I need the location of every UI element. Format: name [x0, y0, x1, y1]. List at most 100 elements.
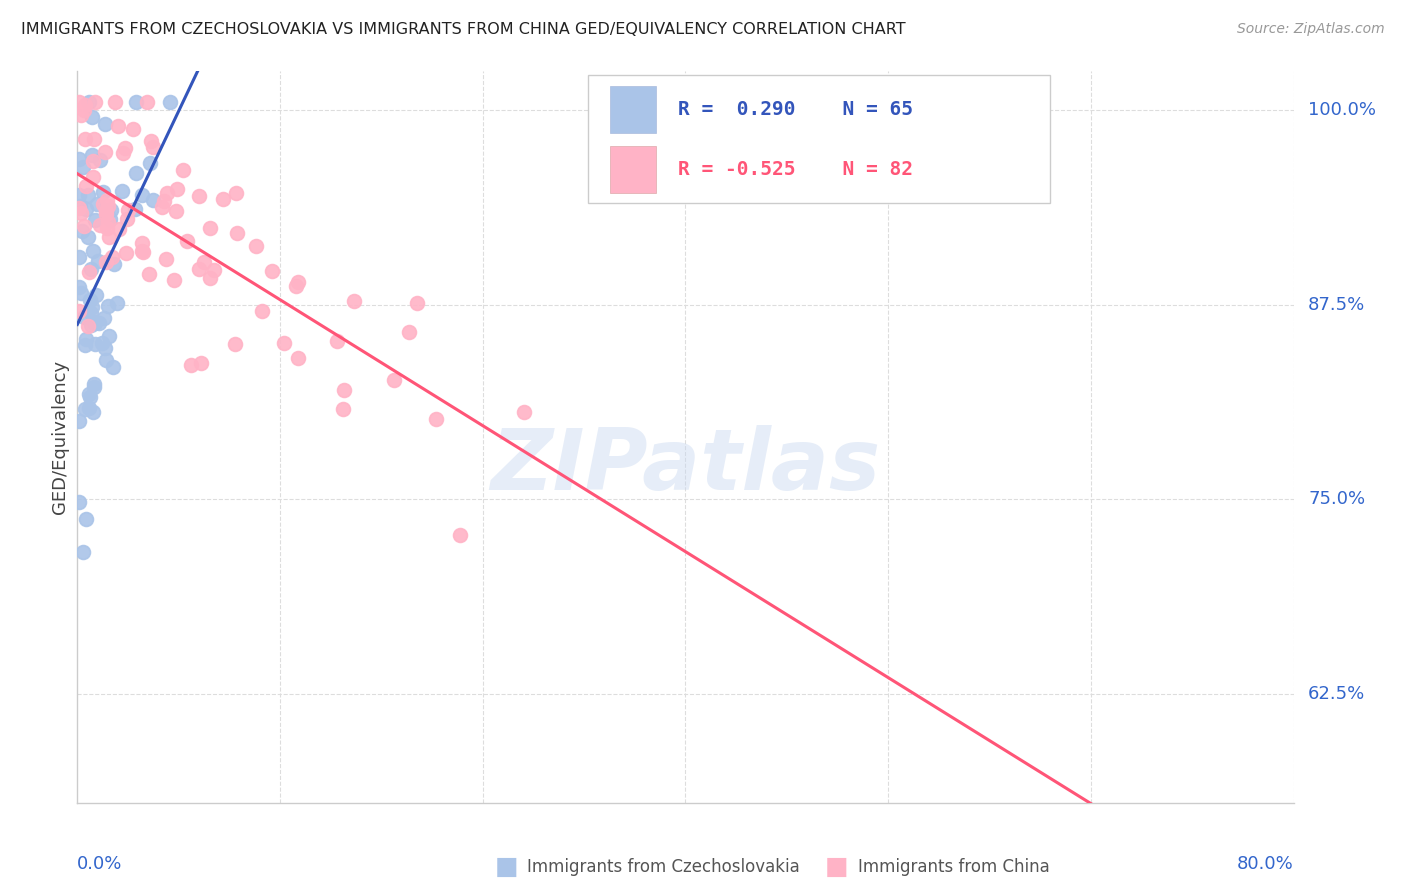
Point: [425, 411, 447, 425]
Point: [139, 134, 162, 148]
Point: [153, 194, 176, 208]
Point: [79, 265, 101, 279]
Point: [111, 146, 134, 161]
Point: [224, 337, 246, 351]
Point: [131, 245, 153, 260]
Point: [89, 317, 111, 331]
Point: [93, 196, 115, 211]
Point: [103, 257, 125, 271]
Point: [77, 230, 100, 244]
Point: [84, 316, 107, 330]
Point: [84, 287, 107, 301]
Point: [93, 186, 115, 200]
Text: Immigrants from China: Immigrants from China: [858, 858, 1049, 876]
Point: [75, 332, 97, 346]
Point: [77, 95, 100, 110]
Point: [131, 235, 153, 250]
Point: [287, 275, 309, 289]
Point: [398, 325, 420, 339]
Point: [96, 204, 118, 219]
Point: [156, 186, 179, 201]
Point: [187, 261, 209, 276]
Y-axis label: GED/Equivalency: GED/Equivalency: [51, 360, 69, 514]
Point: [67, 202, 90, 216]
Point: [80, 110, 103, 124]
Point: [82, 170, 104, 185]
Point: [69, 206, 91, 220]
Point: [245, 238, 267, 252]
Point: [166, 181, 188, 195]
Point: [77, 387, 100, 401]
Point: [82, 244, 104, 258]
Point: [97, 199, 120, 213]
Point: [187, 188, 209, 202]
Point: [94, 117, 117, 131]
Point: [82, 404, 104, 418]
Point: [93, 145, 115, 160]
Point: [93, 310, 115, 325]
FancyBboxPatch shape: [610, 146, 657, 193]
Point: [105, 296, 128, 310]
Point: [79, 390, 101, 404]
Point: [82, 154, 104, 169]
Point: [75, 179, 97, 194]
Point: [252, 304, 274, 318]
Text: ■: ■: [495, 855, 517, 879]
Point: [94, 341, 117, 355]
Point: [67, 280, 90, 294]
Point: [172, 163, 194, 178]
Point: [72, 545, 94, 559]
Point: [198, 221, 221, 235]
Point: [75, 202, 97, 216]
Point: [142, 193, 165, 207]
Point: [449, 527, 471, 541]
Point: [73, 219, 96, 233]
FancyBboxPatch shape: [588, 75, 1050, 203]
Point: [79, 293, 101, 307]
Point: [97, 299, 120, 313]
Point: [84, 337, 107, 351]
Point: [67, 250, 90, 264]
Point: [193, 254, 215, 268]
Point: [155, 252, 177, 267]
Point: [333, 383, 356, 397]
Point: [382, 373, 405, 387]
Point: [83, 380, 105, 394]
Text: Immigrants from Czechoslovakia: Immigrants from Czechoslovakia: [527, 858, 800, 876]
Point: [513, 405, 536, 419]
Point: [225, 186, 247, 201]
FancyBboxPatch shape: [610, 86, 657, 133]
Point: [77, 319, 100, 334]
Text: ZIPatlas: ZIPatlas: [491, 425, 880, 508]
Point: [176, 234, 198, 248]
Point: [115, 212, 138, 227]
Point: [87, 253, 110, 268]
Point: [226, 227, 249, 241]
Point: [97, 229, 120, 244]
Point: [343, 294, 366, 309]
Point: [121, 121, 143, 136]
Point: [110, 184, 132, 198]
Text: 0.0%: 0.0%: [77, 855, 122, 873]
Point: [202, 262, 225, 277]
Point: [80, 318, 103, 333]
Point: [97, 328, 120, 343]
Point: [198, 271, 221, 285]
Point: [80, 306, 103, 320]
Point: [86, 197, 108, 211]
Point: [180, 359, 202, 373]
Point: [125, 166, 148, 180]
Point: [73, 310, 96, 324]
Point: [84, 213, 107, 227]
Point: [104, 95, 127, 110]
Point: [212, 192, 235, 206]
Point: [72, 160, 94, 174]
Text: IMMIGRANTS FROM CZECHOSLOVAKIA VS IMMIGRANTS FROM CHINA GED/EQUIVALENCY CORRELAT: IMMIGRANTS FROM CZECHOSLOVAKIA VS IMMIGR…: [21, 22, 905, 37]
Point: [114, 140, 136, 154]
Point: [73, 103, 96, 118]
Point: [273, 335, 295, 350]
Point: [69, 199, 91, 213]
Point: [89, 153, 111, 168]
Point: [96, 193, 118, 207]
Text: R = -0.525    N = 82: R = -0.525 N = 82: [678, 161, 912, 179]
